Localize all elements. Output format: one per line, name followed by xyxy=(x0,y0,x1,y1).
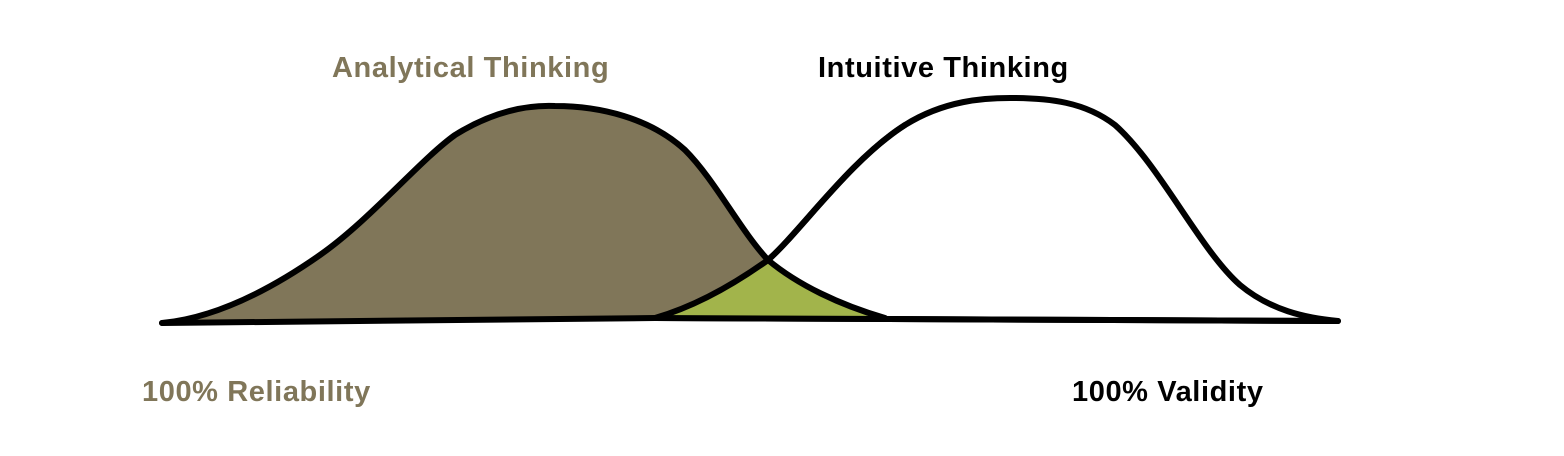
reliability-label: 100% Reliability xyxy=(142,376,371,408)
intuitive-outline xyxy=(652,122,908,321)
analytical-thinking-label: Analytical Thinking xyxy=(332,52,610,84)
overlap-region xyxy=(655,260,885,318)
analytical-curve xyxy=(162,105,885,323)
baseline xyxy=(159,314,1341,326)
validity-label: 100% Validity xyxy=(1072,376,1264,408)
intuitive-thinking-label: Intuitive Thinking xyxy=(818,52,1069,84)
